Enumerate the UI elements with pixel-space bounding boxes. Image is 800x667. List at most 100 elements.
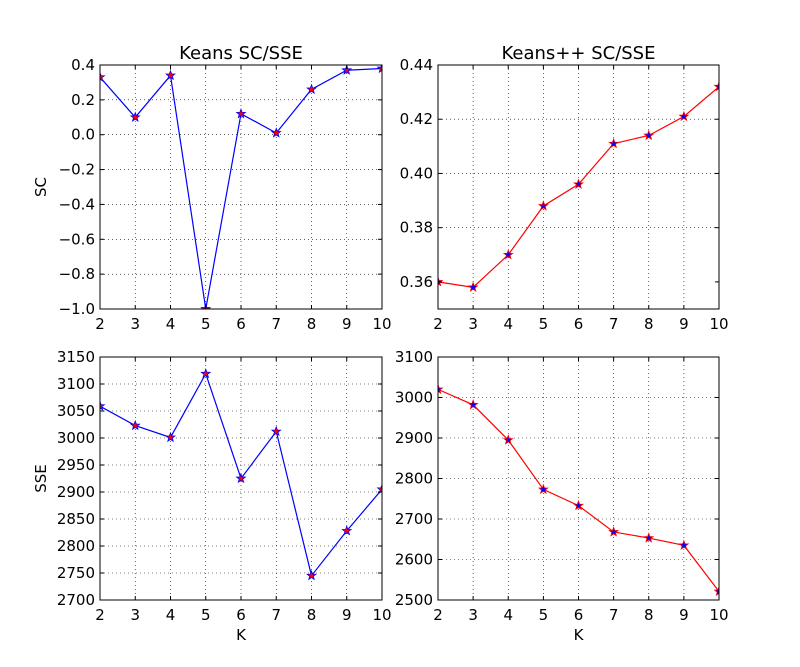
y-tick-label: 0.40 bbox=[400, 164, 433, 182]
x-tick-label: 9 bbox=[679, 606, 689, 624]
data-point bbox=[573, 178, 584, 189]
x-tick-label: 9 bbox=[342, 315, 352, 333]
x-tick-label: 4 bbox=[503, 606, 513, 624]
x-tick-label: 6 bbox=[236, 606, 246, 624]
x-tick-label: 5 bbox=[539, 606, 549, 624]
y-tick-label: 0.42 bbox=[400, 110, 433, 128]
subplot-keans-sc: 2 3 4 5 6 7 8 9 10 −1.0 −0.8 −0.6 −0.4 −0.2 0.0 0.2 0.4 K… bbox=[32, 43, 392, 333]
x-tick-label: 2 bbox=[433, 315, 443, 333]
y-tick-label: 3050 bbox=[57, 402, 95, 420]
x-tick-label: 2 bbox=[433, 606, 443, 624]
y-axis-label: SC bbox=[32, 177, 50, 197]
chart-title: Keans++ SC/SSE bbox=[502, 43, 656, 64]
x-tick-label: 8 bbox=[644, 606, 654, 624]
data-point bbox=[165, 431, 176, 443]
x-tick-label: 3 bbox=[130, 606, 140, 624]
y-tick-label: 2950 bbox=[57, 456, 95, 474]
x-tick-label: 8 bbox=[644, 315, 654, 333]
data-point bbox=[100, 400, 106, 411]
y-tick-label: 2850 bbox=[57, 510, 95, 528]
y-tick-label: 2500 bbox=[395, 591, 433, 609]
x-tick-label: 4 bbox=[166, 315, 176, 333]
data-point bbox=[235, 472, 247, 484]
x-tick-label: 10 bbox=[372, 606, 391, 624]
y-tick-label: −0.2 bbox=[59, 161, 95, 179]
y-tick-label: 2900 bbox=[395, 429, 433, 447]
y-tick-label: 3150 bbox=[57, 348, 95, 366]
data-point bbox=[376, 483, 382, 494]
data-point bbox=[678, 110, 690, 122]
y-tick-label: 2900 bbox=[57, 483, 95, 501]
data-point bbox=[306, 569, 317, 581]
data-point bbox=[537, 483, 549, 495]
x-tick-label: 5 bbox=[201, 606, 211, 624]
data-point bbox=[573, 499, 584, 511]
y-tick-label: 2750 bbox=[57, 564, 95, 582]
data-point bbox=[678, 539, 690, 550]
y-tick-label: 2800 bbox=[395, 470, 433, 488]
x-tick-label: 10 bbox=[709, 315, 728, 333]
y-axis-label: SSE bbox=[32, 464, 50, 493]
data-point bbox=[713, 585, 719, 597]
data-point bbox=[100, 71, 106, 82]
y-tick-label: 2700 bbox=[57, 591, 95, 609]
data-point bbox=[270, 425, 282, 437]
x-tick-label: 5 bbox=[201, 315, 211, 333]
x-tick-label: 3 bbox=[468, 315, 478, 333]
y-tick-label: 3000 bbox=[57, 429, 95, 447]
x-tick-label: 7 bbox=[609, 315, 619, 333]
y-tick-label: 2700 bbox=[395, 510, 433, 528]
x-tick-label: 8 bbox=[307, 315, 317, 333]
x-tick-label: 7 bbox=[271, 315, 281, 333]
x-tick-label: 6 bbox=[574, 606, 584, 624]
subplot-keans-plus-sc: 2 3 4 5 6 7 8 9 10 0.36 0.38 0.40 0.42 0.44 Keans++ SC… bbox=[400, 43, 729, 333]
y-tick-label: 0.38 bbox=[400, 219, 433, 237]
data-point bbox=[165, 69, 176, 81]
y-tick-label: 3000 bbox=[395, 389, 433, 407]
data-point bbox=[502, 434, 514, 445]
x-tick-label: 2 bbox=[95, 315, 105, 333]
y-tick-label: 0.4 bbox=[71, 56, 95, 74]
data-point bbox=[502, 249, 514, 260]
data-point bbox=[608, 137, 620, 149]
series-line bbox=[100, 67, 382, 309]
x-tick-label: 4 bbox=[166, 606, 176, 624]
data-point bbox=[200, 367, 212, 379]
data-point bbox=[643, 129, 655, 141]
data-point bbox=[643, 532, 655, 543]
y-tick-label: 0.44 bbox=[400, 56, 433, 74]
data-point bbox=[376, 65, 382, 74]
x-tick-label: 3 bbox=[130, 315, 140, 333]
data-point bbox=[306, 83, 317, 95]
y-tick-label: 0.36 bbox=[400, 273, 433, 291]
y-tick-label: 3100 bbox=[395, 348, 433, 366]
data-point bbox=[467, 281, 479, 292]
x-tick-label: 3 bbox=[468, 606, 478, 624]
data-point bbox=[341, 525, 353, 536]
data-point bbox=[341, 65, 353, 75]
data-point bbox=[270, 127, 282, 138]
chart-title: Keans SC/SSE bbox=[179, 43, 303, 64]
y-tick-label: 2800 bbox=[57, 537, 95, 555]
x-tick-label: 2 bbox=[95, 606, 105, 624]
x-tick-label: 5 bbox=[539, 315, 549, 333]
x-tick-label: 6 bbox=[574, 315, 584, 333]
data-point bbox=[129, 111, 141, 122]
y-tick-label: 2600 bbox=[395, 551, 433, 569]
x-tick-label: 7 bbox=[271, 606, 281, 624]
x-tick-label: 6 bbox=[236, 315, 246, 333]
y-tick-label: −0.8 bbox=[59, 265, 95, 283]
data-point bbox=[467, 399, 479, 410]
x-tick-label: 7 bbox=[609, 606, 619, 624]
subplot-keans-plus-sse: 2 3 4 5 6 7 8 9 10 2500 2600 2700 2800 2900 3000 3100 K bbox=[395, 348, 729, 644]
data-point bbox=[129, 419, 141, 431]
x-tick-label: 10 bbox=[709, 606, 728, 624]
x-tick-label: 10 bbox=[372, 315, 391, 333]
y-tick-label: −0.4 bbox=[59, 195, 95, 213]
y-tick-label: −0.6 bbox=[59, 230, 95, 248]
subplot-keans-sse: 2 3 4 5 6 7 8 9 10 2700 2750 2800 2850 2900 2950 3000 30… bbox=[32, 348, 392, 644]
data-point bbox=[537, 200, 549, 211]
x-axis-label: K bbox=[574, 626, 585, 644]
data-point bbox=[713, 80, 719, 92]
